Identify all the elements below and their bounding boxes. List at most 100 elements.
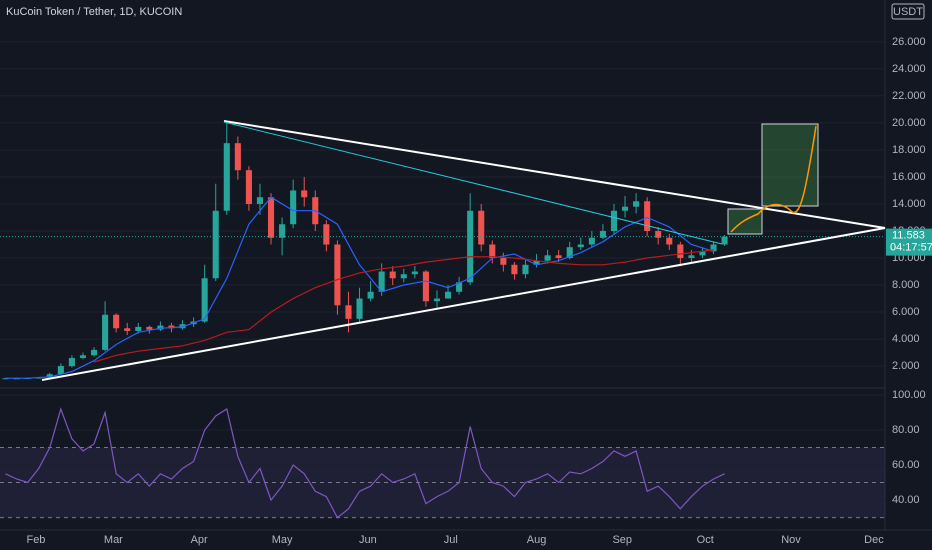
x-tick-label: Sep [612,534,632,546]
y-tick-label: 100.00 [892,389,926,401]
candle-body [179,324,186,329]
rsi-line [5,407,725,519]
y-tick-label: 60.00 [892,459,920,471]
candle-body [102,314,109,350]
y-tick-label: 6.000 [892,306,920,318]
candle-body [522,264,529,275]
drawings [41,120,886,381]
chart-title: KuCoin Token / Tether, 1D, KUCOIN [6,6,182,18]
x-tick-label: Jun [359,534,377,546]
triangle-upper [223,120,886,229]
candle-body [677,244,684,259]
x-tick-label: May [272,534,293,546]
moving-average [5,196,714,379]
candle-body [90,349,98,356]
candle-body [599,231,606,238]
candle-body [334,244,341,306]
candle-body [666,237,673,245]
candle-body [378,271,385,292]
candle-body [655,231,662,238]
candle-body [68,357,75,367]
candle-body [356,298,363,319]
candle-body [323,224,330,245]
candle-body [588,237,595,245]
candle-body [223,143,230,211]
y-tick-label: 26.000 [892,36,926,48]
candle-body [444,291,452,299]
candle-body [201,278,208,322]
candle-body [400,274,407,279]
candle-body [124,328,131,331]
candle-body [146,326,153,330]
x-tick-label: Oct [697,534,714,546]
x-tick-label: Feb [26,534,45,546]
candle-body [533,260,540,265]
rsi-pane: 40.00 60.00 80.00 100.00 [0,389,926,519]
candle-body [345,305,352,319]
candle-body [433,298,441,302]
candle-body [135,326,142,331]
currency-label: USDT [893,6,923,18]
currency-badge[interactable] [891,3,925,20]
y-tick-label: 20.000 [892,117,926,129]
price-badge [886,228,932,256]
candle-body [500,258,507,265]
candle-body [157,325,164,330]
candle-body [633,201,640,207]
y-tick-label: 4.000 [892,333,920,345]
candle-body [721,236,728,245]
candle-body [621,206,629,211]
y-tick-label: 22.000 [892,90,926,102]
candle-body [367,291,374,299]
candle-body [113,314,120,329]
candle-body [555,255,562,259]
candle-body [699,251,706,256]
candle-body [301,190,308,198]
price-pane: 2.0004.0006.0008.00010.00012.00014.00016… [0,36,932,546]
y-tick-label: 24.000 [892,63,926,75]
y-tick-label: 8.000 [892,279,920,291]
projection-box [761,123,819,207]
candle-body [610,210,618,231]
y-tick-label: 40.00 [892,494,920,506]
candle-body [422,271,429,302]
x-tick-label: Aug [527,534,547,546]
last-price-label: 11.583 [892,230,925,242]
candle-body [511,264,518,275]
candle-body [234,143,241,171]
candle-body [290,190,297,225]
candle-body [212,210,219,279]
y-tick-label: 14.000 [892,198,926,210]
candle-body [566,247,573,259]
candle-body [544,255,551,261]
candle-body [46,374,53,378]
trend-line [223,121,723,245]
projection-path [730,125,817,233]
candle-body [57,366,64,375]
candle-body [389,271,396,279]
candle-body [467,210,474,283]
y-tick-label: 2.000 [892,360,920,372]
countdown-label: 04:17:57 [890,242,932,254]
candle-body [456,282,463,292]
candle-body [411,271,418,275]
y-tick-label: 80.00 [892,424,920,436]
x-tick-label: Mar [104,534,123,546]
y-tick-label: 18.000 [892,144,926,156]
candle-body [710,244,717,252]
candle-body [256,197,264,204]
candle-body [577,244,584,248]
candle-body [489,244,496,259]
x-tick-label: Nov [781,534,801,546]
candle-body [688,255,695,259]
moving-average [93,249,714,363]
candle-body [79,355,87,358]
candle-body [644,201,651,231]
candle-body [279,224,286,238]
x-tick-label: Dec [864,534,884,546]
candle-body [267,197,275,238]
x-tick-label: Apr [191,534,208,546]
candle-body [168,325,175,329]
candle-body [478,210,485,245]
